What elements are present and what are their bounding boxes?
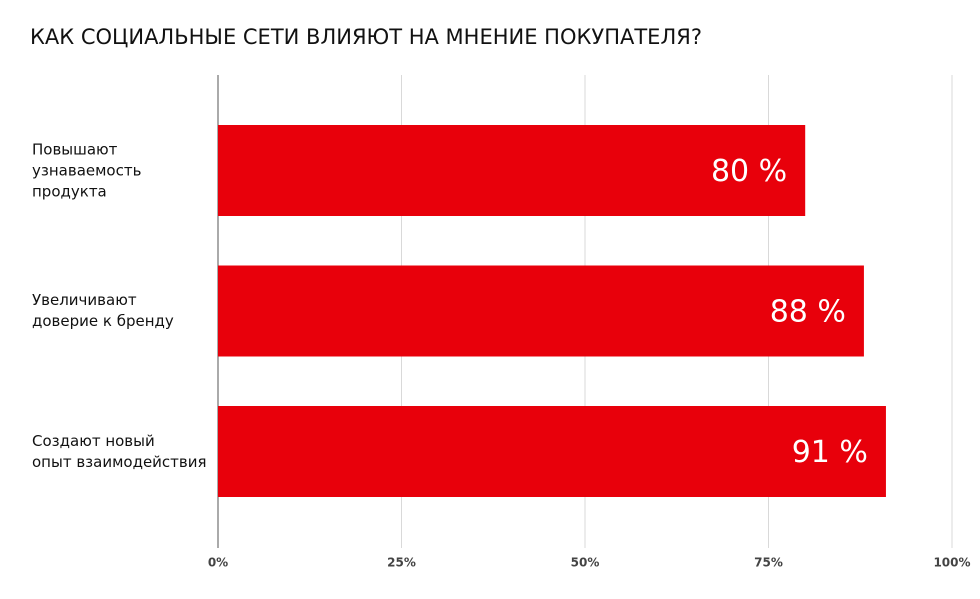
x-tick-label: 100% — [933, 556, 970, 570]
x-tick-label: 25% — [387, 556, 416, 570]
category-label: Создают новый опыт взаимодействия — [32, 431, 207, 471]
value-label: 88 % — [770, 295, 846, 330]
x-tick-label: 75% — [754, 556, 783, 570]
chart-title: КАК СОЦИАЛЬНЫЕ СЕТИ ВЛИЯЮТ НА МНЕНИЕ ПОК… — [30, 25, 702, 49]
bar — [218, 125, 806, 216]
category-label: Увеличивают доверие к бренду — [32, 291, 174, 330]
value-label: 80 % — [711, 154, 787, 189]
value-label: 91 % — [792, 435, 868, 470]
x-tick-label: 50% — [571, 556, 600, 570]
bar — [218, 406, 886, 497]
bar — [218, 265, 864, 357]
x-tick-label: 0% — [208, 556, 228, 570]
category-label: Повышают узнаваемость продукта — [32, 140, 142, 200]
